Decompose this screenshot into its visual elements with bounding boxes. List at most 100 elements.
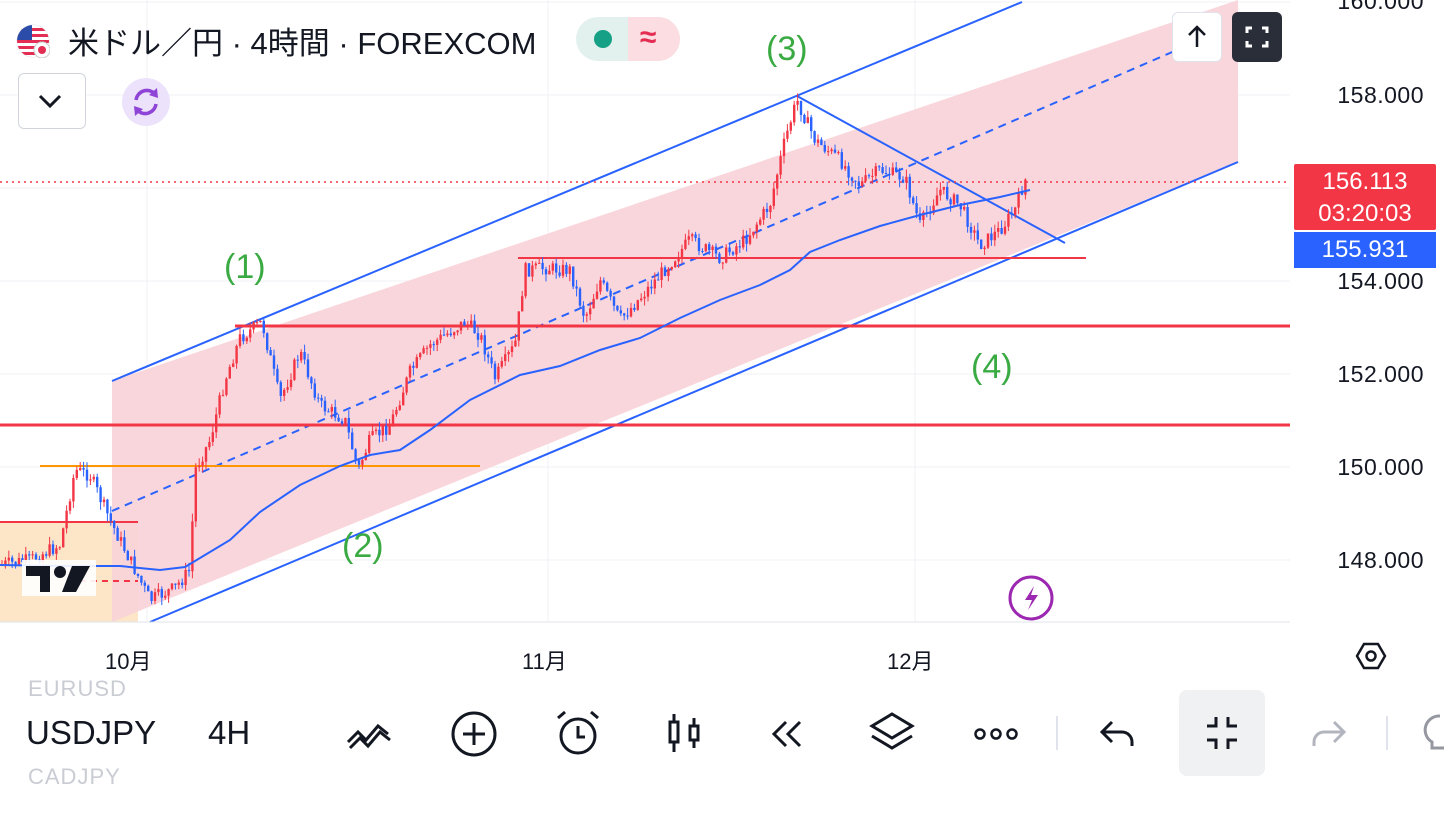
symbol-title[interactable]: 米ドル／円 · 4時間 · FOREXCOM — [68, 26, 537, 61]
more-icon[interactable] — [970, 708, 1022, 760]
alarm-clock-icon[interactable] — [552, 708, 604, 760]
chart-settings-icon[interactable] — [1355, 642, 1387, 670]
candle-body — [769, 205, 772, 213]
current-price-badge[interactable]: 156.113 03:20:03 — [1294, 164, 1436, 230]
market-status-pill[interactable]: ≈ — [576, 17, 680, 61]
wave-label-1[interactable]: (1) — [224, 248, 266, 286]
candle-body — [803, 114, 806, 124]
candle-body — [565, 264, 568, 274]
candle-body — [973, 230, 976, 233]
y-tick-154: 154.000 — [1337, 268, 1424, 294]
candle-body — [398, 405, 401, 410]
candle-body — [167, 589, 170, 596]
undo-icon[interactable] — [1092, 708, 1144, 760]
sync-button[interactable] — [122, 78, 170, 126]
candle-body — [215, 414, 218, 433]
y-tick-160: 160.000 — [1337, 0, 1424, 14]
candle-body — [504, 354, 507, 362]
fit-screen-button[interactable] — [1179, 690, 1265, 776]
collapse-legend-button[interactable] — [18, 73, 86, 129]
candle-body — [735, 246, 738, 255]
bar-countdown: 03:20:03 — [1318, 200, 1412, 227]
candle-body — [711, 246, 714, 251]
interval-button[interactable]: 4H — [208, 714, 251, 751]
candle-body — [262, 320, 265, 334]
candle-body — [657, 279, 660, 281]
candle-body — [626, 315, 629, 317]
trend-line[interactable] — [796, 95, 1066, 244]
candle-body — [898, 171, 901, 180]
candle-body — [490, 357, 493, 364]
candle-body — [140, 575, 143, 583]
add-icon[interactable] — [448, 708, 500, 760]
channel-mid-line[interactable] — [111, 39, 1201, 512]
candle-body — [592, 298, 595, 309]
candle-body — [405, 377, 408, 393]
candle-body — [993, 231, 996, 241]
candle-body — [279, 382, 282, 396]
candle-body — [463, 321, 466, 326]
candle-body — [891, 167, 894, 175]
candle-body — [677, 258, 680, 262]
scroll-up-button[interactable] — [1172, 12, 1222, 62]
candle-body — [640, 298, 643, 301]
candle-body — [310, 377, 313, 384]
candle-body — [85, 469, 89, 481]
candle-body — [742, 235, 745, 248]
candle-body — [82, 468, 85, 470]
candle-body — [827, 151, 830, 153]
lightning-icon[interactable] — [1008, 575, 1054, 621]
candle-body — [871, 175, 874, 177]
us-jp-flag-icon — [16, 24, 50, 58]
watchlist-prev-symbol[interactable]: EURUSD — [28, 676, 127, 701]
replay-rewind-icon[interactable] — [762, 708, 814, 760]
candles-icon[interactable] — [658, 708, 710, 760]
candle-body — [551, 263, 554, 271]
candle-body — [303, 352, 306, 360]
candle-body — [368, 435, 371, 453]
candle-body — [544, 269, 548, 275]
candle-body — [976, 230, 979, 240]
candle-body — [259, 320, 262, 323]
candle-body — [1007, 213, 1010, 227]
watchlist-next-symbol[interactable]: CADJPY — [28, 764, 121, 789]
fullscreen-button[interactable] — [1232, 12, 1282, 62]
candle-body — [28, 554, 31, 556]
y-tick-158: 158.000 — [1337, 82, 1424, 108]
layers-icon[interactable] — [866, 708, 918, 760]
drawing-tools-icon[interactable] — [344, 708, 396, 760]
candle-body — [466, 324, 469, 326]
candle-body — [446, 333, 449, 336]
wave-label-3[interactable]: (3) — [766, 30, 808, 68]
candle-body — [966, 207, 969, 227]
candle-body — [245, 337, 248, 342]
candle-body — [854, 180, 857, 182]
candle-body — [470, 320, 473, 325]
candle-body — [96, 476, 99, 488]
candle-body — [160, 589, 163, 598]
symbol-button[interactable]: USDJPY — [26, 714, 157, 751]
candle-body — [694, 234, 697, 239]
candle-body — [242, 334, 245, 342]
candle-body — [745, 235, 748, 244]
candle-body — [211, 432, 214, 442]
candle-body — [847, 166, 850, 178]
redo-icon[interactable] — [1302, 708, 1354, 760]
candle-body — [157, 589, 160, 593]
candle-body — [1024, 179, 1027, 195]
wave-label-4[interactable]: (4) — [971, 348, 1013, 386]
candle-body — [959, 203, 962, 210]
candle-body — [776, 174, 779, 189]
toolbar-divider — [1056, 716, 1058, 750]
lightbulb-icon[interactable] — [1418, 708, 1448, 760]
price-chart[interactable] — [0, 0, 1448, 690]
candle-body — [191, 521, 194, 572]
ma-price-badge[interactable]: 155.931 — [1294, 232, 1436, 268]
wave-label-2[interactable]: (2) — [342, 527, 384, 565]
candle-body — [782, 138, 786, 157]
candle-body — [34, 554, 38, 560]
candle-body — [7, 557, 10, 561]
candle-body — [102, 499, 106, 503]
candle-body — [541, 262, 544, 270]
candle-body — [174, 583, 177, 585]
